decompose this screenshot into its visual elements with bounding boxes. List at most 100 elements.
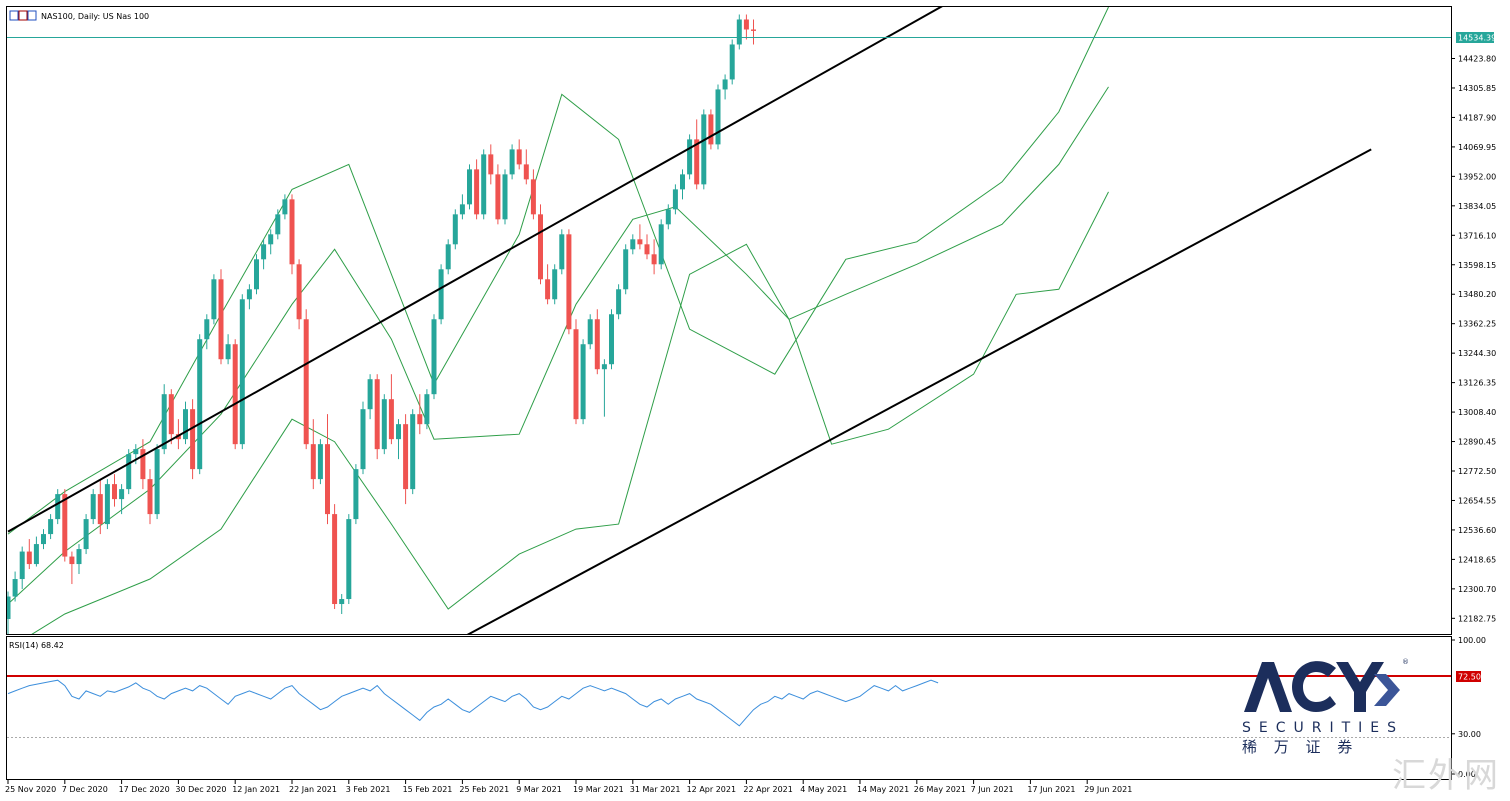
chart-type-icon[interactable] xyxy=(18,10,28,21)
logo-letter-a xyxy=(1244,662,1292,712)
candle-body xyxy=(630,239,636,250)
candle-body xyxy=(552,269,558,300)
date-tick-label: 15 Feb 2021 xyxy=(403,785,453,794)
candle-body xyxy=(225,344,231,360)
date-tick-label: 30 Dec 2020 xyxy=(175,785,226,794)
candle-body xyxy=(424,394,430,425)
date-tick-label: 9 Mar 2021 xyxy=(516,785,562,794)
candle-body xyxy=(310,444,316,480)
candle-body xyxy=(438,269,444,320)
date-tick-label: 14 May 2021 xyxy=(857,785,909,794)
candle-body xyxy=(7,596,11,620)
date-tick-label: 26 May 2021 xyxy=(914,785,966,794)
price-tick-label: 12890.45 xyxy=(1458,438,1496,447)
date-tick-label: 17 Jun 2021 xyxy=(1027,785,1075,794)
date-tick-label: 12 Jan 2021 xyxy=(232,785,280,794)
candle-body xyxy=(360,409,366,470)
candle-body xyxy=(41,534,46,545)
candle-body xyxy=(19,551,25,580)
main-chart-panel xyxy=(6,6,1452,635)
candle-body xyxy=(616,289,622,315)
candle-body xyxy=(601,364,607,370)
candle-body xyxy=(381,399,387,450)
candle-body xyxy=(467,169,472,205)
logo-letter-c xyxy=(1292,661,1336,712)
rsi-tick-label: 0.00 xyxy=(1458,770,1476,779)
price-tick-label: 14187.90 xyxy=(1458,113,1496,122)
candle-body xyxy=(701,114,707,185)
chart-period-icon[interactable] xyxy=(27,10,37,21)
rsi-level-value: 72.50 xyxy=(1458,673,1481,682)
candle-body xyxy=(495,174,501,220)
candle-body xyxy=(147,479,153,515)
candle-body xyxy=(332,514,338,605)
candle-body xyxy=(722,79,728,90)
rsi-tick-label: 100.00 xyxy=(1458,636,1486,645)
candle-body xyxy=(459,204,465,215)
channel-upper-line[interactable] xyxy=(7,0,981,533)
price-tick-label: 12300.70 xyxy=(1458,585,1496,594)
candle-body xyxy=(672,189,678,210)
candle-body xyxy=(254,259,259,290)
trend-channel xyxy=(7,0,1372,649)
date-tick-label: 25 Nov 2020 xyxy=(5,785,56,794)
price-tick-label: 13008.40 xyxy=(1458,408,1496,417)
date-tick-label: 22 Jan 2021 xyxy=(289,785,337,794)
candle-body xyxy=(69,556,75,565)
price-tick-label: 13598.15 xyxy=(1458,261,1496,270)
price-tick-label: 13834.05 xyxy=(1458,202,1496,211)
candle-body xyxy=(751,29,756,31)
candle-body xyxy=(559,234,565,270)
candle-body xyxy=(104,484,110,525)
candle-body xyxy=(204,319,210,340)
candle-body xyxy=(353,469,359,520)
current-price-tag: 14534.39 xyxy=(1456,32,1496,43)
time-axis: 25 Nov 2020 7 Dec 2020 17 Dec 2020 30 Dec 2… xyxy=(5,780,1132,794)
bollinger-lower-band xyxy=(31,191,1109,634)
candle-body xyxy=(658,224,664,265)
candle-body xyxy=(168,394,174,435)
candle-body xyxy=(445,244,451,270)
candle-body xyxy=(481,154,487,215)
rsi-axis: 100.00 30.00 0.00 xyxy=(1451,636,1486,779)
candle-body xyxy=(396,424,401,440)
candle-body xyxy=(275,214,281,235)
date-tick-label: 19 Mar 2021 xyxy=(573,785,624,794)
channel-lower-line[interactable] xyxy=(441,148,1372,649)
candle-body xyxy=(239,299,245,445)
current-price-value: 14534.39 xyxy=(1458,34,1496,43)
candle-body xyxy=(161,394,167,450)
date-tick-label: 4 May 2021 xyxy=(800,785,847,794)
date-tick-label: 25 Feb 2021 xyxy=(459,785,509,794)
candle-body xyxy=(339,599,345,605)
price-tick-label: 13480.20 xyxy=(1458,290,1496,299)
candle-body xyxy=(55,494,61,520)
candle-body xyxy=(26,551,32,565)
candle-body xyxy=(140,449,146,480)
candle-body xyxy=(538,214,543,280)
price-tick-label: 13362.25 xyxy=(1458,320,1496,329)
candle-body xyxy=(545,279,551,300)
candle-body xyxy=(743,19,749,30)
logo-registered: ® xyxy=(1402,658,1409,666)
candlesticks xyxy=(7,14,756,634)
date-tick-label: 17 Dec 2020 xyxy=(119,785,170,794)
date-tick-label: 22 Apr 2021 xyxy=(743,785,792,794)
chart-menu-icon[interactable] xyxy=(9,10,19,21)
candle-body xyxy=(687,139,693,175)
candle-body xyxy=(48,519,54,535)
candle-body xyxy=(488,154,494,175)
candle-body xyxy=(119,489,125,500)
candle-body xyxy=(367,379,373,410)
date-tick-label: 3 Feb 2021 xyxy=(346,785,391,794)
price-tick-label: 13716.10 xyxy=(1458,231,1496,240)
candle-body xyxy=(190,409,196,470)
rsi-level-tag: 72.50 xyxy=(1456,671,1481,682)
candle-body xyxy=(573,329,579,420)
candle-body xyxy=(261,244,267,260)
candle-body xyxy=(183,409,188,440)
symbol-header: NAS100, Daily: US Nas 100 xyxy=(9,10,149,21)
candle-body xyxy=(410,414,416,490)
price-tick-label: 13952.00 xyxy=(1458,172,1496,181)
